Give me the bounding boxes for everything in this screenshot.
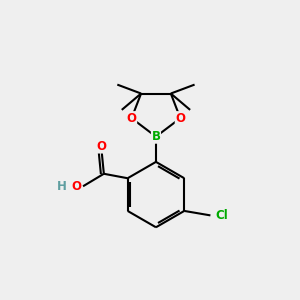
Text: B: B bbox=[152, 130, 160, 143]
Text: O: O bbox=[72, 180, 82, 194]
Text: O: O bbox=[127, 112, 136, 125]
Text: Cl: Cl bbox=[216, 209, 229, 222]
Text: O: O bbox=[175, 112, 185, 125]
Text: H: H bbox=[57, 180, 67, 194]
Text: O: O bbox=[97, 140, 106, 153]
